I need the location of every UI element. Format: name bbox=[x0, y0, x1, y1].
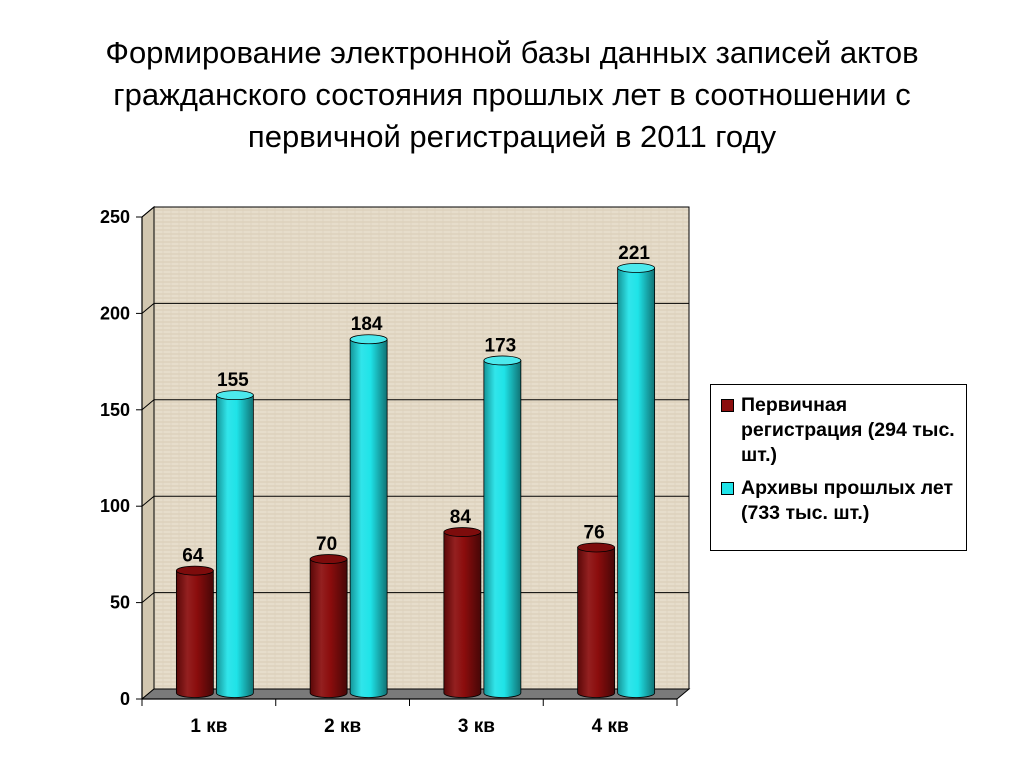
bar-top bbox=[483, 355, 522, 366]
bar-top bbox=[215, 390, 254, 401]
y-tick-label: 200 bbox=[100, 303, 130, 323]
bar bbox=[175, 565, 214, 698]
legend-label-series-1: Первичная регистрация (294 тыс. шт.) bbox=[741, 394, 955, 466]
bar-body bbox=[443, 531, 482, 698]
legend-swatch-series-1 bbox=[721, 399, 734, 412]
bar-value-label: 76 bbox=[584, 522, 605, 543]
bar bbox=[309, 554, 348, 698]
bar-body bbox=[577, 547, 616, 698]
gridline bbox=[141, 206, 689, 218]
y-tick-label: 50 bbox=[110, 593, 130, 613]
bar-value-label: 64 bbox=[182, 546, 204, 567]
chart-title-line: Формирование электронной базы данных зап… bbox=[105, 35, 919, 70]
chart-title-line: гражданского состояния прошлых лет в соо… bbox=[113, 77, 911, 112]
bar-body bbox=[309, 558, 348, 698]
bar-top bbox=[617, 263, 656, 273]
bar bbox=[443, 527, 482, 698]
bar-body bbox=[215, 394, 254, 698]
y-tick-label: 0 bbox=[120, 689, 130, 709]
x-tick-label: 4 кв bbox=[592, 716, 629, 737]
bar bbox=[483, 355, 522, 698]
bar-top bbox=[349, 334, 388, 345]
bar-value-label: 70 bbox=[316, 534, 337, 555]
y-tick-label: 150 bbox=[100, 400, 130, 420]
bar bbox=[349, 334, 388, 698]
chart-title-line: первичной регистрацией в 2011 году bbox=[247, 119, 777, 154]
bar-top bbox=[443, 527, 482, 537]
bar bbox=[577, 542, 616, 698]
bar-body bbox=[483, 360, 522, 698]
legend-label-series-2: Архивы прошлых лет (733 тыс. шт.) bbox=[741, 477, 954, 524]
bar-body bbox=[175, 570, 214, 698]
bar-body bbox=[349, 338, 388, 698]
bar-top bbox=[309, 554, 348, 564]
legend-item: Первичная регистрация (294 тыс. шт.) bbox=[719, 393, 958, 468]
x-tick-label: 3 кв bbox=[458, 716, 495, 737]
bar bbox=[215, 390, 254, 698]
legend-swatch-series-2 bbox=[721, 482, 734, 495]
bar bbox=[617, 263, 656, 698]
chart-title: Формирование электронной базы данных зап… bbox=[40, 32, 984, 158]
x-tick-label: 2 кв bbox=[324, 716, 361, 737]
bar-value-label: 173 bbox=[485, 335, 517, 356]
bar-top bbox=[577, 542, 616, 553]
gridline bbox=[141, 302, 689, 314]
y-tick-label: 100 bbox=[100, 496, 130, 516]
plot-side-wall bbox=[141, 205, 155, 701]
bar-top bbox=[175, 565, 214, 576]
chart-legend: Первичная регистрация (294 тыс. шт.) Арх… bbox=[710, 384, 967, 551]
x-tick-label: 1 кв bbox=[190, 716, 227, 737]
bar-value-label: 184 bbox=[351, 314, 383, 335]
bar-value-label: 221 bbox=[618, 243, 650, 264]
bar-value-label: 155 bbox=[217, 370, 249, 391]
bar-body bbox=[617, 267, 656, 698]
legend-item: Архивы прошлых лет (733 тыс. шт.) bbox=[719, 476, 958, 526]
y-tick-label: 250 bbox=[100, 207, 130, 227]
bar-value-label: 84 bbox=[450, 507, 472, 528]
